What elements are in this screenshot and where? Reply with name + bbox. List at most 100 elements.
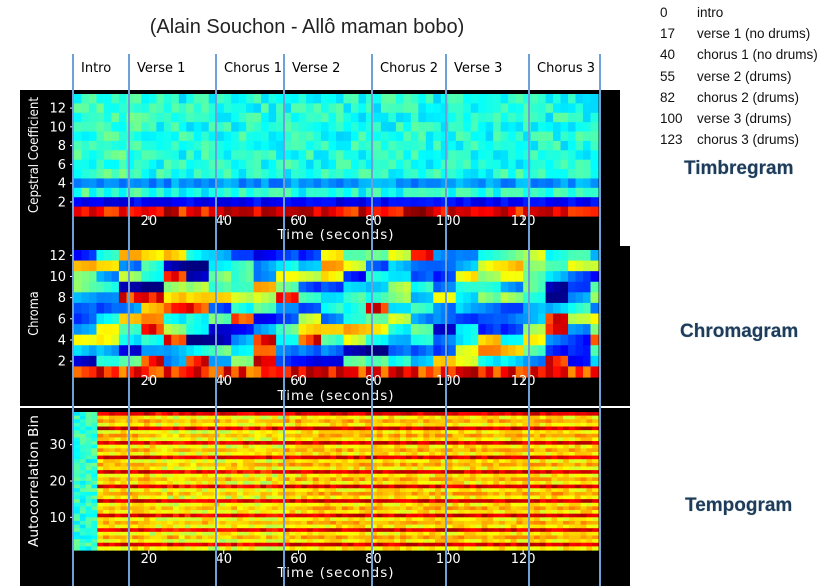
- heatmap-cell: [510, 488, 518, 493]
- heatmap-cell: [469, 517, 477, 522]
- heatmap-cell: [452, 441, 459, 446]
- heatmap-cell: [545, 422, 553, 428]
- heatmap-cell: [114, 539, 122, 544]
- heatmap-cell: [306, 433, 314, 439]
- heatmap-cell: [410, 131, 419, 142]
- heatmap-cell: [458, 430, 465, 435]
- heatmap-cell: [237, 470, 244, 475]
- heatmap-cell: [539, 470, 547, 475]
- heatmap-cell: [365, 426, 372, 431]
- heatmap-cell: [318, 415, 325, 420]
- heatmap-cell: [283, 502, 291, 508]
- heatmap-cell: [508, 324, 517, 336]
- heatmap-cell: [388, 355, 397, 368]
- heatmap-cell: [306, 187, 315, 198]
- heatmap-cell: [395, 355, 404, 368]
- heatmap-cell: [583, 112, 592, 123]
- heatmap-cell: [475, 422, 483, 428]
- heatmap-cell: [143, 499, 151, 504]
- heatmap-cell: [382, 484, 389, 489]
- heatmap-cell: [376, 470, 384, 475]
- heatmap-cell: [580, 459, 587, 464]
- heatmap-cell: [583, 178, 592, 189]
- heatmap-cell: [557, 412, 564, 417]
- heatmap-cell: [504, 481, 512, 486]
- heatmap-cell: [553, 197, 562, 208]
- heatmap-cell: [271, 531, 279, 537]
- heatmap-cell: [97, 528, 104, 533]
- heatmap-cell: [448, 140, 457, 151]
- heatmap-cell: [523, 366, 532, 378]
- heatmap-cell: [574, 433, 582, 439]
- heatmap-cell: [365, 122, 375, 133]
- heatmap-cell: [81, 281, 90, 293]
- heatmap-cell: [370, 524, 378, 529]
- heatmap-cell: [583, 150, 592, 161]
- heatmap-cell: [172, 528, 180, 533]
- heatmap-cell: [167, 437, 174, 442]
- heatmap-cell: [429, 430, 436, 435]
- heatmap-cell: [120, 462, 127, 468]
- heatmap-cell: [370, 470, 378, 475]
- heatmap-cell: [277, 528, 285, 533]
- heatmap-cell: [261, 169, 270, 180]
- heatmap-cell: [400, 473, 407, 478]
- heatmap-cell: [446, 433, 454, 439]
- heatmap-cell: [120, 491, 127, 497]
- heatmap-cell: [74, 513, 81, 518]
- heatmap-cell: [91, 531, 98, 537]
- heatmap-cell: [207, 535, 215, 540]
- heatmap-cell: [538, 140, 547, 151]
- heatmap-cell: [365, 206, 375, 217]
- heatmap-cell: [193, 345, 202, 357]
- heatmap-cell: [410, 292, 419, 304]
- heatmap-cell: [313, 94, 322, 104]
- heatmap-cell: [400, 422, 407, 428]
- heatmap-cell: [190, 466, 197, 471]
- heatmap-cell: [231, 302, 240, 315]
- heatmap-cell: [382, 481, 389, 486]
- heatmap-cell: [485, 260, 494, 272]
- heatmap-cell: [237, 430, 244, 435]
- heatmap-cell: [313, 112, 322, 123]
- heatmap-cell: [155, 455, 162, 460]
- heatmap-cell: [223, 122, 232, 133]
- heatmap-cell: [118, 159, 127, 170]
- heatmap-cell: [184, 459, 192, 464]
- heatmap-cell: [429, 524, 436, 529]
- heatmap-cell: [539, 419, 547, 424]
- heatmap-cell: [74, 197, 83, 208]
- heatmap-cell: [254, 481, 261, 486]
- heatmap-cell: [533, 441, 541, 446]
- heatmap-cell: [207, 412, 215, 417]
- heatmap-cell: [74, 281, 83, 293]
- heatmap-cell: [493, 150, 502, 161]
- heatmap-cell: [248, 495, 256, 500]
- heatmap-cell: [133, 159, 142, 170]
- heatmap-cell: [301, 459, 308, 464]
- heatmap-cell: [318, 462, 325, 468]
- heatmap-cell: [470, 355, 479, 368]
- heatmap-cell: [318, 524, 325, 529]
- heatmap-cell: [455, 250, 464, 262]
- heatmap-cell: [425, 131, 434, 142]
- heatmap-cell: [301, 535, 308, 540]
- heatmap-cell: [328, 271, 337, 283]
- heatmap-cell: [114, 466, 122, 471]
- heatmap-cell: [563, 484, 570, 489]
- heatmap-cell: [324, 419, 331, 424]
- heatmap-cell: [306, 169, 315, 180]
- heatmap-cell: [574, 510, 582, 515]
- heatmap-cell: [298, 313, 307, 325]
- heatmap-cell: [590, 206, 599, 217]
- heatmap-cell: [237, 448, 244, 453]
- heatmap-cell: [114, 517, 122, 522]
- heatmap-cell: [283, 528, 291, 533]
- heatmap-cell: [448, 366, 457, 378]
- heatmap-cell: [478, 260, 487, 272]
- heatmap-cell: [167, 422, 174, 428]
- heatmap-cell: [237, 535, 244, 540]
- heatmap-cell: [202, 462, 209, 468]
- heatmap-cell: [469, 528, 477, 533]
- heatmap-cell: [522, 506, 529, 511]
